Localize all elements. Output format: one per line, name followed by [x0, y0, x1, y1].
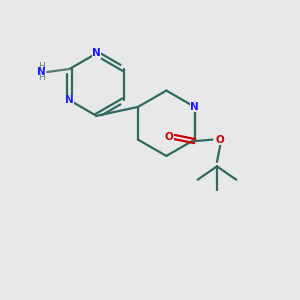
Text: N: N [92, 48, 101, 59]
Text: H: H [38, 74, 45, 82]
Text: H: H [38, 61, 45, 70]
Text: N: N [190, 102, 199, 112]
Text: O: O [164, 132, 173, 142]
Text: N: N [37, 67, 46, 77]
Text: O: O [216, 135, 224, 145]
Text: N: N [65, 95, 74, 105]
